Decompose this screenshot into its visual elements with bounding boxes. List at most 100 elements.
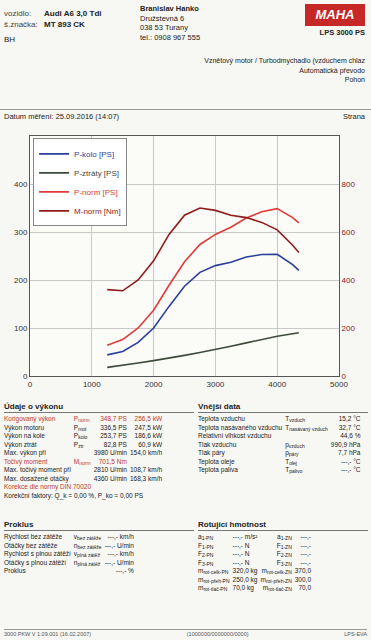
- html-text:Tlak vzduchu: Tlak vzduchu: [198, 440, 237, 448]
- html-text:T palivo: T palivo: [285, 466, 303, 474]
- html-text:Proklus: Proklus: [4, 520, 34, 529]
- svg-text:3000: 3000: [207, 380, 225, 389]
- html-text:32,7 °C: 32,7 °C: [338, 423, 361, 431]
- html-text:60,9 kW: 60,9 kW: [138, 440, 163, 448]
- html-text:m rot-přeh-PN 250,0 kg m rot-p: m rot-přeh-PN 250,0 kg m rot-přeh-ZN 300…: [198, 575, 311, 584]
- html-text:---,- °C: ---,- °C: [340, 457, 361, 465]
- html-text:tel.: 0908 967 555: tel.: 0908 967 555: [140, 32, 201, 42]
- html-text:Branislav Hanko: Branislav Hanko: [140, 4, 199, 13]
- html-text:Teplota oleje: Teplota oleje: [198, 457, 235, 465]
- html-text:vozidlo:: vozidlo:: [4, 9, 32, 18]
- svg-text:1000: 1000: [83, 380, 101, 389]
- svg-text:0: 0: [28, 380, 33, 389]
- svg-text:4000: 4000: [268, 380, 286, 389]
- html-text:a 1-PN: a 1-PN: [198, 533, 213, 541]
- html-text:P kolo: P kolo: [73, 432, 88, 440]
- html-text:M norm: M norm: [73, 457, 91, 466]
- html-text:F 3-PN: F 3-PN: [198, 558, 214, 567]
- svg-text:300: 300: [14, 228, 28, 237]
- html-text:---,- U/min: ---,- U/min: [104, 558, 134, 566]
- svg-text:800: 800: [342, 180, 356, 189]
- html-text:348,7 PS: 348,7 PS: [100, 415, 127, 422]
- svg-text:0: 0: [23, 372, 28, 381]
- html-text:Družstevná 6: Družstevná 6: [140, 13, 185, 23]
- html-text:m rot-celk-PN: m rot-celk-PN: [198, 567, 229, 575]
- html-text:Automatická převodo: Automatická převodo: [299, 66, 365, 74]
- html-text:Otáčky s plnou zátěží: Otáčky s plnou zátěží: [4, 558, 67, 566]
- html-text:MT 893 CK: MT 893 CK: [44, 20, 85, 29]
- html-text:Teplota nasávaného vzduchu T n: Teplota nasávaného vzduchu T nasávaný vz…: [198, 423, 328, 432]
- html-text:p páry: p páry: [285, 449, 299, 457]
- html-text:256,5 kW: 256,5 kW: [134, 415, 163, 422]
- svg-text:200: 200: [342, 324, 356, 333]
- html-text:š.značka:: š.značka:: [4, 20, 38, 29]
- html-text:038 53 Turany: 038 53 Turany: [140, 23, 188, 32]
- html-text:Vznětový motor / Turbodmychadl: Vznětový motor / Turbodmychadlo (vzduche…: [204, 57, 365, 64]
- html-text:253,7 PS: 253,7 PS: [100, 432, 127, 439]
- html-text:Strana: Strana: [342, 112, 365, 121]
- svg-text:P-norm [PS]: P-norm [PS]: [74, 188, 118, 197]
- svg-text:M-norm [Nm]: M-norm [Nm]: [74, 207, 121, 216]
- svg-text:5000: 5000: [330, 380, 348, 389]
- html-text:Výkon motoru: Výkon motoru: [4, 423, 45, 431]
- svg-text:100: 100: [14, 324, 28, 333]
- html-text:3980 U/min 154,0 km/h: 3980 U/min 154,0 km/h: [93, 449, 163, 456]
- svg-text:400: 400: [14, 180, 28, 189]
- html-text:F 2-ZN: F 2-ZN: [276, 550, 292, 558]
- html-text:247,5 kW: 247,5 kW: [134, 423, 163, 431]
- html-text:Rychlost s plnou zátěží v plná: Rychlost s plnou zátěží v plná zátěž: [4, 550, 100, 558]
- html-text:Max. točivý moment při: Max. točivý moment při: [4, 466, 71, 473]
- html-text:336,5 PS: 336,5 PS: [100, 423, 127, 431]
- html-text:n plná zátěž: n plná zátěž: [73, 558, 101, 567]
- svg-text:2000: 2000: [145, 380, 163, 389]
- html-text:F 1-PN: F 1-PN: [198, 541, 214, 550]
- html-text:Audi A6 3,0 Tdi: Audi A6 3,0 Tdi: [44, 9, 102, 18]
- html-text:Max. dosažené otáčky: Max. dosažené otáčky: [4, 474, 69, 482]
- html-text:82,8 PS: 82,8 PS: [103, 440, 127, 448]
- svg-text:0: 0: [342, 372, 347, 381]
- html-text:P mot: P mot: [73, 423, 87, 432]
- html-text:Korekce dle normy DIN 70020: Korekce dle normy DIN 70020: [4, 483, 92, 490]
- html-text:F 1-ZN: F 1-ZN: [276, 541, 292, 550]
- html-text:186,6 kW: 186,6 kW: [134, 432, 163, 439]
- html-text:a 1-ZN: a 1-ZN: [277, 533, 292, 541]
- html-text:Vnější data: Vnější data: [198, 402, 241, 411]
- svg-text:P-ztráty [PS]: P-ztráty [PS]: [74, 169, 119, 178]
- html-text:F 2-PN: F 2-PN: [198, 550, 214, 558]
- html-text:LPS 3000 PS: LPS 3000 PS: [319, 28, 365, 37]
- svg-text:600: 600: [342, 228, 356, 237]
- html-text:MAHA: MAHA: [315, 7, 355, 22]
- html-text:4360 U/min 168,3 km/h: 4360 U/min 168,3 km/h: [93, 474, 163, 482]
- html-text:Korigovaný výkon: Korigovaný výkon: [4, 415, 56, 422]
- html-text:T vzduch: T vzduch: [285, 415, 305, 423]
- html-text:Výkon na kole: Výkon na kole: [4, 432, 45, 439]
- html-text:m rot-celk-ZN 370,0: m rot-celk-ZN 370,0: [261, 567, 311, 575]
- html-text:---,- N: ---,- N: [232, 541, 250, 549]
- html-text:m rot-tlač-ZN: m rot-tlač-ZN: [262, 584, 292, 592]
- html-text:Datum měření: 25.09.2016 (14:0: Datum měření: 25.09.2016 (14:07): [4, 112, 120, 121]
- html-text:F 3-ZN: F 3-ZN: [276, 558, 292, 567]
- html-text:Pohon: Pohon: [344, 76, 365, 83]
- html-text:p vzduch: p vzduch: [285, 440, 305, 449]
- html-text:T olej: T olej: [285, 457, 297, 466]
- html-text:Max. výkon při: Max. výkon při: [4, 449, 46, 456]
- html-text:n bez zátěže ---,- U/min: n bez zátěže ---,- U/min: [73, 541, 134, 550]
- html-text:m rot-tlač-PN: m rot-tlač-PN: [198, 584, 228, 592]
- html-text:P ztr: P ztr: [73, 440, 84, 449]
- html-text:2810 U/min 108,7 km/h: 2810 U/min 108,7 km/h: [93, 466, 163, 473]
- svg-text:200: 200: [14, 276, 28, 285]
- svg-text:400: 400: [342, 276, 356, 285]
- html-text:P norm: P norm: [73, 415, 90, 423]
- html-text:Rotující hmotnost: Rotující hmotnost: [198, 520, 266, 529]
- html-text:v bez zátěže: v bez zátěže: [73, 533, 102, 541]
- svg-text:P-kolo [PS]: P-kolo [PS]: [74, 150, 114, 159]
- html-text:990,9 hPa: 990,9 hPa: [330, 440, 361, 448]
- html-text:BH: BH: [4, 35, 16, 44]
- html-text:Točivý moment: Točivý moment: [4, 457, 48, 465]
- html-text:Otáčky bez zátěže: Otáčky bez zátěže: [4, 541, 58, 549]
- html-text:701,5 Nm: 701,5 Nm: [98, 457, 127, 465]
- html-text:---,- N: ---,- N: [232, 558, 250, 566]
- html-text:Korekční faktory: Q_k = 0,00 %: Korekční faktory: Q_k = 0,00 %, P_ko = 0…: [4, 491, 144, 499]
- html-text:Výkon ztrát: Výkon ztrát: [4, 440, 37, 448]
- html-text:Údaje o výkonu: Údaje o výkonu: [4, 402, 64, 411]
